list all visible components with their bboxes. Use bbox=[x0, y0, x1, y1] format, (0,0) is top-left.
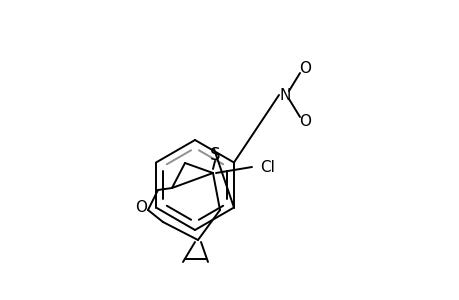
Text: O: O bbox=[134, 200, 147, 214]
Text: N: N bbox=[279, 88, 290, 103]
Text: O: O bbox=[298, 61, 310, 76]
Text: Cl: Cl bbox=[260, 160, 275, 175]
Text: S: S bbox=[209, 146, 220, 164]
Text: O: O bbox=[298, 115, 310, 130]
